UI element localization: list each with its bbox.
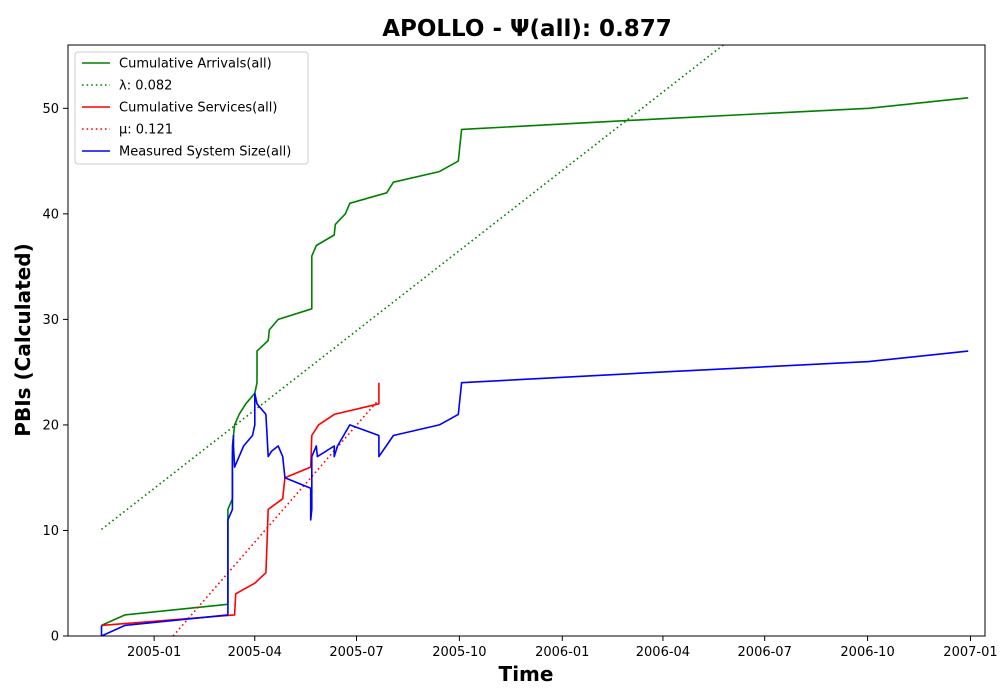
legend-label-2: Cumulative Services(all) (119, 101, 277, 116)
x-axis-title: Time (499, 662, 554, 686)
y-tick-label: 0 (51, 630, 59, 645)
legend-label-4: Measured System Size(all) (119, 145, 291, 160)
series-line-2 (101, 382, 380, 627)
series-line-4 (100, 350, 969, 636)
y-tick-label: 10 (42, 524, 59, 539)
x-tick-label: 2005-10 (432, 645, 486, 660)
x-tick-label: 2006-04 (636, 645, 690, 660)
legend: Cumulative Arrivals(all) λ: 0.082 Cumulati… (74, 51, 309, 165)
axes-frame (67, 44, 986, 637)
y-tick-label: 40 (42, 207, 59, 222)
series-line-3 (172, 400, 379, 636)
legend-label-3: μ: 0.121 (119, 123, 173, 138)
x-tick-label: 2007-01 (943, 645, 997, 660)
x-tick-label: 2005-07 (329, 645, 383, 660)
y-axis-title: PBIs (Calculated) (11, 243, 35, 436)
y-tick-label: 30 (42, 313, 59, 328)
chart-title: APOLLO - Ψ(all): 0.877 (382, 16, 672, 42)
x-tick-label: 2006-07 (738, 645, 792, 660)
legend-label-1: λ: 0.082 (119, 79, 172, 94)
x-tick-label: 2005-04 (228, 645, 282, 660)
y-tick-label: 50 (42, 102, 59, 117)
x-tick-label: 2006-01 (535, 645, 589, 660)
x-axis: 2005-01 2005-04 2005-07 2005-10 2006-01 2006-… (127, 636, 998, 660)
y-axis: 0 10 20 30 40 50 (42, 102, 68, 645)
y-tick-label: 20 (42, 418, 59, 433)
legend-box (74, 51, 309, 165)
legend-label-0: Cumulative Arrivals(all) (119, 57, 272, 72)
plot-area (100, 45, 969, 636)
x-tick-label: 2006-10 (840, 645, 894, 660)
x-tick-label: 2005-01 (127, 645, 181, 660)
